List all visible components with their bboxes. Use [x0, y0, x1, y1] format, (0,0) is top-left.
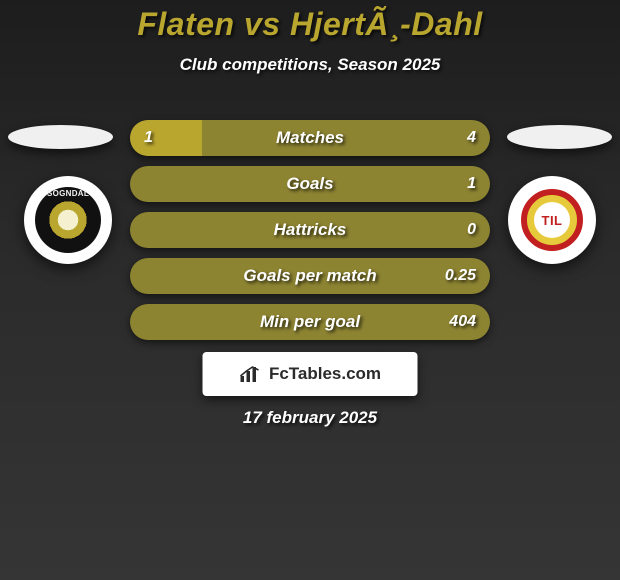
bar-base	[130, 304, 490, 340]
stat-row: Goals1	[130, 166, 490, 202]
stat-row: Min per goal404	[130, 304, 490, 340]
comparison-card: Flaten vs HjertÃ¸-Dahl Club competitions…	[0, 0, 620, 580]
page-subtitle: Club competitions, Season 2025	[0, 55, 620, 75]
date-text: 17 february 2025	[0, 408, 620, 428]
page-title: Flaten vs HjertÃ¸-Dahl	[0, 0, 620, 43]
til-crest-icon: TIL	[521, 189, 583, 251]
right-flag-oval	[507, 125, 612, 149]
bars-icon	[239, 364, 263, 384]
bar-base	[130, 212, 490, 248]
bar-base	[130, 258, 490, 294]
stat-row: Matches14	[130, 120, 490, 156]
sogndal-crest-icon	[35, 187, 101, 253]
stat-row: Goals per match0.25	[130, 258, 490, 294]
til-crest-text: TIL	[542, 213, 563, 228]
bar-base	[130, 166, 490, 202]
stat-row: Hattricks0	[130, 212, 490, 248]
right-team-crest: TIL	[508, 176, 596, 264]
left-team-crest	[24, 176, 112, 264]
left-flag-oval	[8, 125, 113, 149]
stat-bars: Matches14 Goals1 Hattricks0 Goals per match…	[130, 120, 490, 350]
footer-brand-badge[interactable]: FcTables.com	[203, 352, 418, 396]
footer-brand-text: FcTables.com	[269, 364, 381, 384]
bar-fill	[130, 120, 202, 156]
